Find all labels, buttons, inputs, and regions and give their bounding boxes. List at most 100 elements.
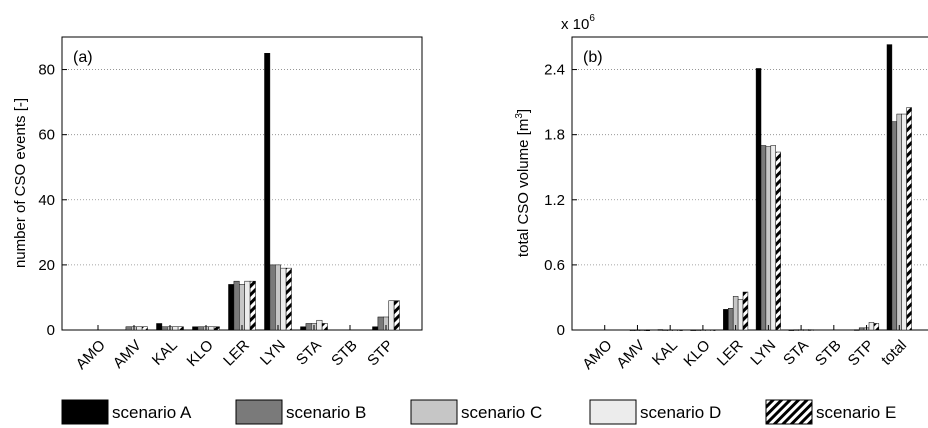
bar xyxy=(901,113,907,331)
y-tick-label: 1.2 xyxy=(544,192,565,209)
legend-label: scenario B xyxy=(286,403,366,422)
x-tick-label: STB xyxy=(328,337,361,370)
x-tick-label: AMO xyxy=(73,337,109,373)
bar xyxy=(672,329,678,331)
x-tick-label: KAL xyxy=(149,337,181,369)
bar xyxy=(321,323,328,331)
bar xyxy=(372,326,379,331)
bar xyxy=(213,326,220,331)
bar xyxy=(269,264,276,331)
panel-b-y-axis-label-main: total CSO volume [m xyxy=(515,119,532,257)
bar xyxy=(305,323,312,331)
x-tick-label: LYN xyxy=(257,337,289,369)
panel-a-bars xyxy=(125,53,400,331)
y-tick-label: 20 xyxy=(38,257,55,274)
bar xyxy=(393,300,400,331)
panel-a-y-axis-label: number of CSO events [-] xyxy=(12,98,29,268)
bar xyxy=(765,146,772,331)
x-tick-label: LER xyxy=(220,337,253,370)
bar xyxy=(208,326,215,331)
legend-label: scenario E xyxy=(816,403,896,422)
bar xyxy=(239,284,245,331)
y-tick-label: 60 xyxy=(38,127,55,144)
x-tick-label: KLO xyxy=(680,337,713,370)
legend-swatch xyxy=(765,399,813,425)
panel-b-y-axis-label-sup: 3 xyxy=(514,113,525,119)
legend-swatch xyxy=(410,399,458,425)
legend-swatch xyxy=(61,399,109,425)
panel-a-y-ticks: 0 20 40 60 80 xyxy=(38,62,67,339)
panel-b-multiplier: x 106 xyxy=(561,13,595,33)
bar xyxy=(634,329,641,331)
bar xyxy=(891,121,898,331)
bar xyxy=(275,264,281,331)
panel-b-plot-frame xyxy=(571,36,928,331)
bar xyxy=(788,329,794,331)
bar xyxy=(141,326,148,331)
x-tick-label: STA xyxy=(293,337,325,369)
bar xyxy=(197,326,204,331)
bar xyxy=(161,326,168,331)
panel-b-y-ticks: 0 0.6 1.2 1.8 2.4 xyxy=(544,62,577,339)
legend-label: scenario D xyxy=(640,403,721,422)
legend-swatch xyxy=(235,399,283,425)
bar xyxy=(677,329,683,331)
bar xyxy=(192,326,199,331)
bar xyxy=(742,291,749,331)
bar xyxy=(906,107,912,331)
x-tick-label: AMV xyxy=(613,337,648,372)
y-tick-label: 0 xyxy=(557,322,565,339)
bar xyxy=(775,151,781,331)
bar xyxy=(710,329,716,331)
x-tick-label: KAL xyxy=(649,337,681,369)
bar xyxy=(657,329,664,331)
bar xyxy=(285,267,292,331)
bar xyxy=(732,296,739,331)
panel-b-gridlines xyxy=(572,69,928,266)
bar xyxy=(639,329,646,331)
bar xyxy=(755,68,762,331)
x-tick-label: LER xyxy=(714,337,747,370)
panel-a-label: (a) xyxy=(73,49,93,66)
y-tick-label: 40 xyxy=(38,192,55,209)
panel-b-y-axis-label: total CSO volume [m3] xyxy=(514,109,532,257)
legend: scenario A scenario B scenario C scenario D… xyxy=(61,399,896,425)
bar xyxy=(233,280,240,331)
bar xyxy=(728,308,734,331)
bar xyxy=(629,329,636,331)
bar xyxy=(316,319,323,331)
y-tick-label: 80 xyxy=(38,62,55,79)
bar xyxy=(244,280,251,331)
bar xyxy=(705,329,711,331)
bar xyxy=(125,326,132,331)
bar xyxy=(136,326,143,331)
bar xyxy=(793,329,799,331)
panel-a-gridlines xyxy=(62,69,422,266)
legend-swatch xyxy=(589,399,637,425)
bar xyxy=(172,326,179,331)
bar xyxy=(388,300,395,331)
x-tick-label: STA xyxy=(780,337,812,369)
panel-b-multiplier-exponent: 6 xyxy=(589,13,595,24)
y-tick-label: 0 xyxy=(47,322,55,339)
bar xyxy=(760,145,767,331)
y-tick-label: 2.4 xyxy=(544,62,565,79)
x-tick-label: LYN xyxy=(747,337,779,369)
bar xyxy=(249,280,256,331)
bar xyxy=(854,329,860,331)
bar xyxy=(156,323,163,331)
bar xyxy=(896,113,902,331)
y-tick-label: 1.8 xyxy=(544,127,565,144)
bar xyxy=(662,329,668,331)
x-tick-label: KLO xyxy=(184,337,217,370)
bar xyxy=(690,329,696,331)
x-tick-label: total xyxy=(878,337,910,369)
bar xyxy=(377,316,384,331)
bar xyxy=(770,145,776,331)
legend-label: scenario A xyxy=(112,403,192,422)
panel-b-y-axis-label-end: ] xyxy=(515,109,532,113)
x-tick-label: STB xyxy=(812,337,845,370)
x-tick-label: AMV xyxy=(110,337,145,372)
